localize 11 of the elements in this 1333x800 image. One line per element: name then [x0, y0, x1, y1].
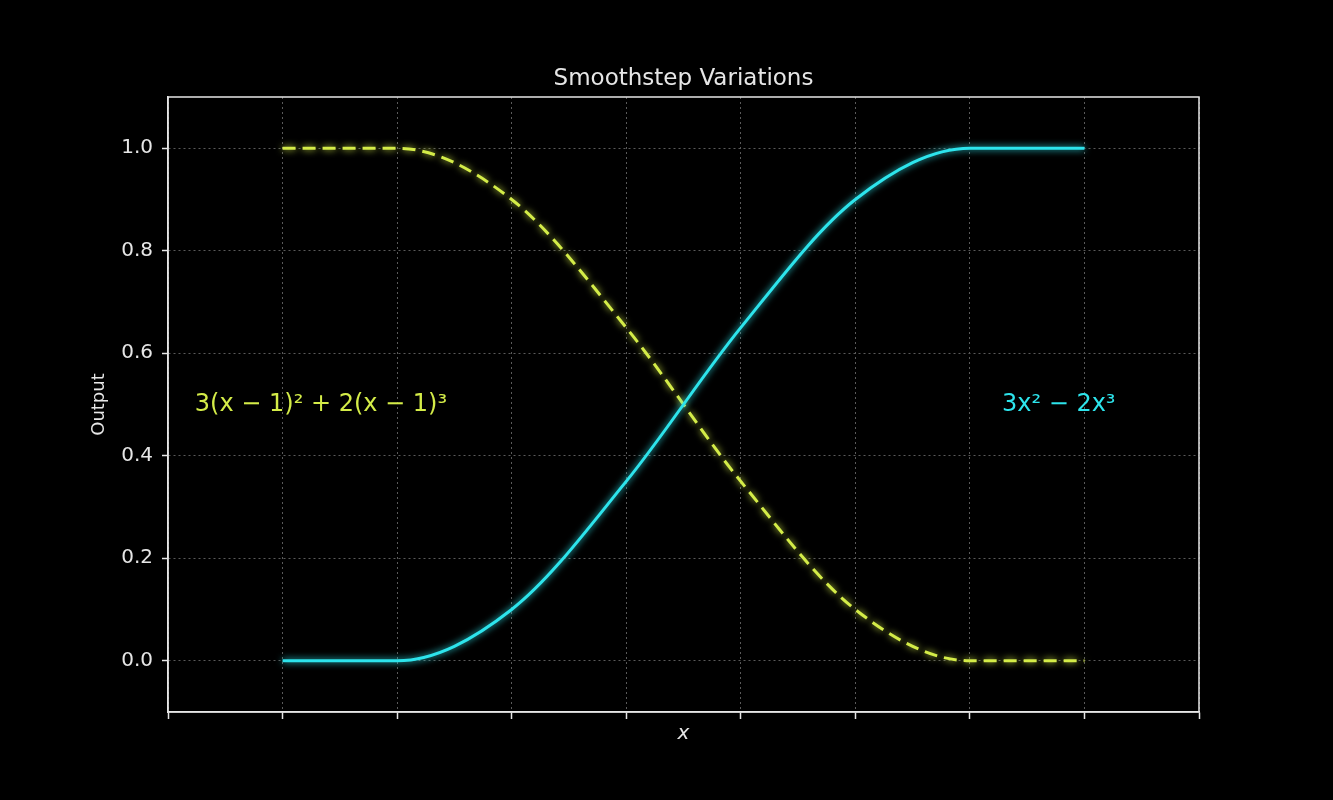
y-tick-label: 0.0	[121, 646, 153, 671]
y-tick-label: 0.8	[121, 236, 153, 261]
text: 3(x − 1)² + 2(x − 1)³	[194, 388, 448, 417]
x-axis-title: x	[676, 720, 690, 745]
y-tick-label: 1.0	[121, 134, 153, 159]
y-axis-title: Output	[87, 373, 109, 436]
y-tick-label: 0.6	[121, 339, 153, 364]
y-tick-label: 0.4	[121, 441, 153, 466]
y-tick-label: 0.2	[121, 544, 153, 569]
text: 3x² − 2x³	[1001, 388, 1116, 417]
chart-title: Smoothstep Variations	[553, 64, 814, 90]
